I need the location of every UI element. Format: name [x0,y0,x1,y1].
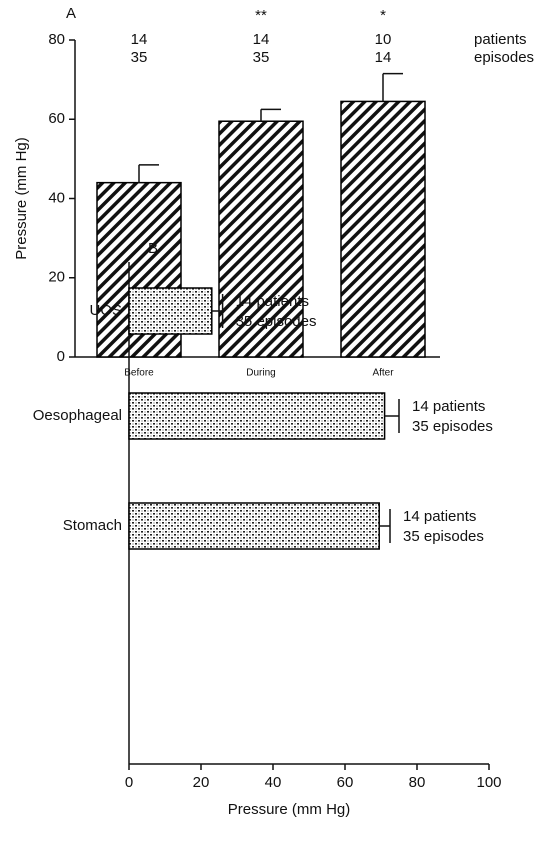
significance: * [380,7,386,24]
annotation: 35 episodes [403,528,484,545]
x-tick-label: After [372,368,394,379]
count: 35 [131,49,148,66]
y-tick-label: UOS [89,302,122,319]
annotation: 14 patients [403,508,476,525]
bar [128,392,386,440]
count: 35 [253,49,270,66]
y-tick-label: 0 [57,348,65,365]
y-tick-label: 60 [48,110,65,127]
panel-label: B [148,240,158,257]
count: 10 [375,31,392,48]
annotation: 35 episodes [236,313,317,330]
x-tick-label: Before [124,368,154,379]
significance: ** [255,7,267,24]
x-tick-label: During [246,368,275,379]
y-axis-label: Pressure (mm Hg) [13,137,30,260]
x-tick-label: 60 [337,774,354,791]
annotation: 14 patients [412,398,485,415]
x-tick-label: 40 [265,774,282,791]
x-axis-label: Pressure (mm Hg) [228,801,351,818]
annotation: 14 patients [236,293,309,310]
row-name: patients [474,31,527,48]
y-tick-label: 40 [48,189,65,206]
row-name: episodes [474,49,534,66]
count: 14 [131,31,148,48]
y-tick-label: 20 [48,269,65,286]
count: 14 [375,49,392,66]
y-tick-label: Oesophageal [33,407,122,424]
count: 14 [253,31,270,48]
x-tick-label: 100 [476,774,501,791]
x-tick-label: 0 [125,774,133,791]
bar [340,100,426,358]
bar [128,502,380,550]
panel-label: A [66,5,76,22]
y-tick-label: Stomach [63,517,122,534]
y-tick-label: 80 [48,31,65,48]
bar [128,287,213,335]
x-tick-label: 20 [193,774,210,791]
x-tick-label: 80 [409,774,426,791]
annotation: 35 episodes [412,418,493,435]
